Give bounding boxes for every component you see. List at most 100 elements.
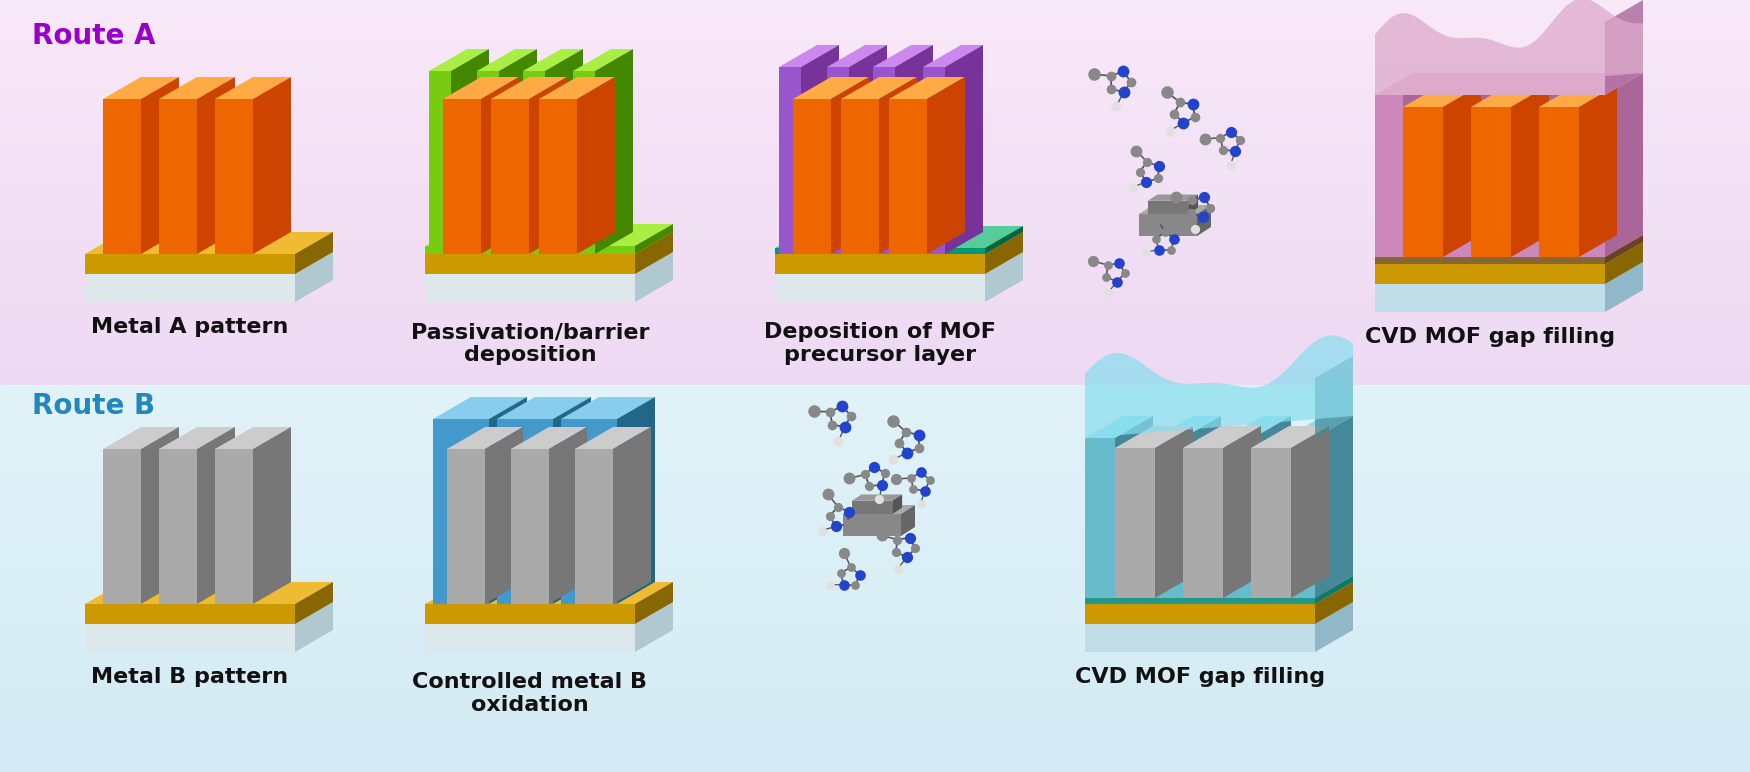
Polygon shape bbox=[1085, 416, 1153, 438]
Polygon shape bbox=[635, 232, 674, 274]
Bar bbox=[0, 173, 1750, 180]
Polygon shape bbox=[889, 99, 928, 254]
Polygon shape bbox=[1139, 214, 1197, 236]
Text: Deposition of MOF
precursor layer: Deposition of MOF precursor layer bbox=[765, 322, 996, 365]
Polygon shape bbox=[1085, 582, 1353, 604]
Polygon shape bbox=[103, 77, 178, 99]
Polygon shape bbox=[1251, 426, 1328, 448]
Polygon shape bbox=[775, 232, 1024, 254]
Polygon shape bbox=[873, 45, 933, 67]
Polygon shape bbox=[901, 505, 915, 536]
Text: Metal A pattern: Metal A pattern bbox=[91, 317, 289, 337]
Polygon shape bbox=[159, 99, 198, 254]
Polygon shape bbox=[492, 99, 528, 254]
Polygon shape bbox=[1085, 335, 1353, 438]
Polygon shape bbox=[1575, 95, 1605, 257]
Polygon shape bbox=[612, 427, 651, 604]
Polygon shape bbox=[1188, 195, 1199, 214]
Polygon shape bbox=[198, 77, 234, 254]
Polygon shape bbox=[1376, 73, 1643, 95]
Polygon shape bbox=[985, 252, 1024, 302]
Bar bbox=[0, 63, 1750, 71]
Polygon shape bbox=[852, 501, 892, 514]
Polygon shape bbox=[1085, 598, 1314, 604]
Polygon shape bbox=[544, 49, 583, 254]
Bar bbox=[0, 378, 1750, 386]
Polygon shape bbox=[1284, 438, 1314, 598]
Text: CVD MOF gap filling: CVD MOF gap filling bbox=[1074, 667, 1325, 687]
Polygon shape bbox=[1155, 416, 1221, 438]
Polygon shape bbox=[481, 77, 520, 254]
Bar bbox=[0, 482, 1750, 489]
Bar bbox=[0, 694, 1750, 701]
Polygon shape bbox=[831, 77, 870, 254]
Polygon shape bbox=[1251, 448, 1292, 598]
Bar bbox=[0, 50, 1750, 58]
Polygon shape bbox=[539, 77, 614, 99]
Bar bbox=[0, 675, 1750, 682]
Polygon shape bbox=[922, 67, 945, 254]
Polygon shape bbox=[793, 77, 870, 99]
Polygon shape bbox=[432, 419, 488, 604]
Bar bbox=[0, 726, 1750, 733]
Text: Metal B pattern: Metal B pattern bbox=[91, 667, 289, 687]
Polygon shape bbox=[1155, 438, 1183, 598]
Polygon shape bbox=[1605, 73, 1643, 95]
Polygon shape bbox=[1510, 73, 1577, 95]
Bar bbox=[0, 733, 1750, 740]
Bar bbox=[0, 398, 1750, 405]
Polygon shape bbox=[425, 252, 674, 274]
Bar bbox=[0, 5, 1750, 13]
Polygon shape bbox=[528, 77, 567, 254]
Bar bbox=[0, 501, 1750, 508]
Bar bbox=[0, 340, 1750, 347]
Bar bbox=[0, 353, 1750, 361]
Bar bbox=[0, 758, 1750, 766]
Polygon shape bbox=[635, 252, 674, 302]
Bar bbox=[0, 69, 1750, 77]
Polygon shape bbox=[828, 67, 849, 254]
Bar bbox=[0, 308, 1750, 315]
Polygon shape bbox=[1148, 195, 1199, 201]
Bar bbox=[0, 205, 1750, 212]
Bar bbox=[0, 179, 1750, 187]
Bar bbox=[0, 411, 1750, 418]
Bar bbox=[0, 134, 1750, 141]
Bar bbox=[0, 462, 1750, 469]
Bar bbox=[0, 347, 1750, 354]
Polygon shape bbox=[889, 77, 964, 99]
Polygon shape bbox=[159, 77, 234, 99]
Polygon shape bbox=[497, 397, 592, 419]
Polygon shape bbox=[425, 624, 635, 652]
Bar bbox=[0, 604, 1750, 611]
Polygon shape bbox=[425, 254, 635, 274]
Polygon shape bbox=[215, 99, 254, 254]
Polygon shape bbox=[511, 427, 586, 449]
Bar bbox=[0, 720, 1750, 727]
Polygon shape bbox=[1538, 73, 1577, 257]
Bar bbox=[0, 256, 1750, 264]
Polygon shape bbox=[1085, 604, 1314, 624]
Bar bbox=[0, 127, 1750, 135]
Polygon shape bbox=[254, 77, 290, 254]
Polygon shape bbox=[572, 49, 634, 71]
Polygon shape bbox=[844, 514, 901, 536]
Polygon shape bbox=[1605, 242, 1643, 284]
Polygon shape bbox=[1472, 85, 1549, 107]
Bar bbox=[0, 687, 1750, 695]
Polygon shape bbox=[1225, 438, 1253, 598]
Bar bbox=[0, 533, 1750, 540]
Polygon shape bbox=[1404, 107, 1444, 257]
Polygon shape bbox=[779, 45, 838, 67]
Bar bbox=[0, 282, 1750, 290]
Polygon shape bbox=[1148, 201, 1188, 214]
Polygon shape bbox=[892, 495, 901, 514]
Polygon shape bbox=[86, 252, 332, 274]
Bar bbox=[0, 546, 1750, 554]
Polygon shape bbox=[296, 252, 332, 302]
Polygon shape bbox=[618, 397, 654, 604]
Bar bbox=[0, 443, 1750, 450]
Bar bbox=[0, 713, 1750, 720]
Polygon shape bbox=[922, 45, 984, 67]
Polygon shape bbox=[945, 45, 984, 254]
